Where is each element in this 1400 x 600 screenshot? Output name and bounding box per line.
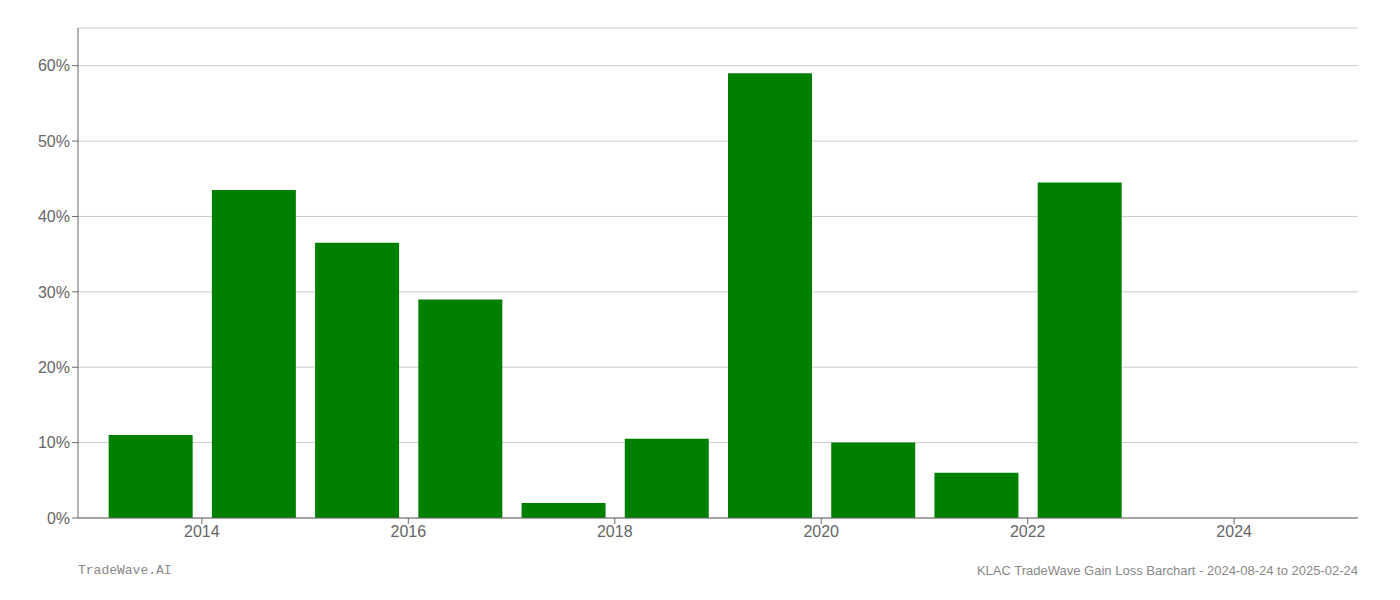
html-text:KLAC TradeWave Gain Loss Barch: KLAC TradeWave Gain Loss Barchart - 2024… <box>976 562 1358 578</box>
svg-text:60%: 60% <box>38 57 70 74</box>
svg-text:50%: 50% <box>38 133 70 150</box>
svg-text:20%: 20% <box>38 359 70 376</box>
svg-text:40%: 40% <box>38 208 70 225</box>
html-text:TradeWave.AI: TradeWave.AI <box>78 562 172 578</box>
svg-text:2018: 2018 <box>597 523 633 540</box>
svg-text:2020: 2020 <box>803 523 839 540</box>
svg-text:10%: 10% <box>38 434 70 451</box>
svg-text:30%: 30% <box>38 284 70 301</box>
svg-text:2016: 2016 <box>391 523 427 540</box>
svg-text:0%: 0% <box>47 510 70 527</box>
svg-text:2014: 2014 <box>184 523 220 540</box>
svg-text:2022: 2022 <box>1010 523 1046 540</box>
svg-text:2024: 2024 <box>1216 523 1252 540</box>
